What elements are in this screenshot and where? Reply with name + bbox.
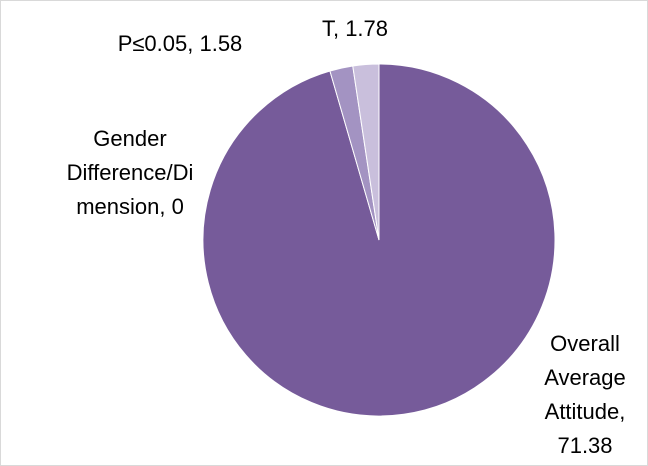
data-label: mension, 0	[76, 194, 184, 219]
data-label: Average	[544, 365, 626, 390]
data-label: P≤0.05, 1.58	[118, 31, 243, 56]
data-label: Gender	[93, 126, 166, 151]
data-label: T, 1.78	[322, 16, 388, 41]
data-label: Attitude,	[545, 399, 626, 424]
data-label: Difference/Di	[67, 160, 194, 185]
data-label: Overall	[550, 331, 620, 356]
pie-slice	[352, 63, 380, 241]
data-label: 71.38	[557, 433, 612, 458]
